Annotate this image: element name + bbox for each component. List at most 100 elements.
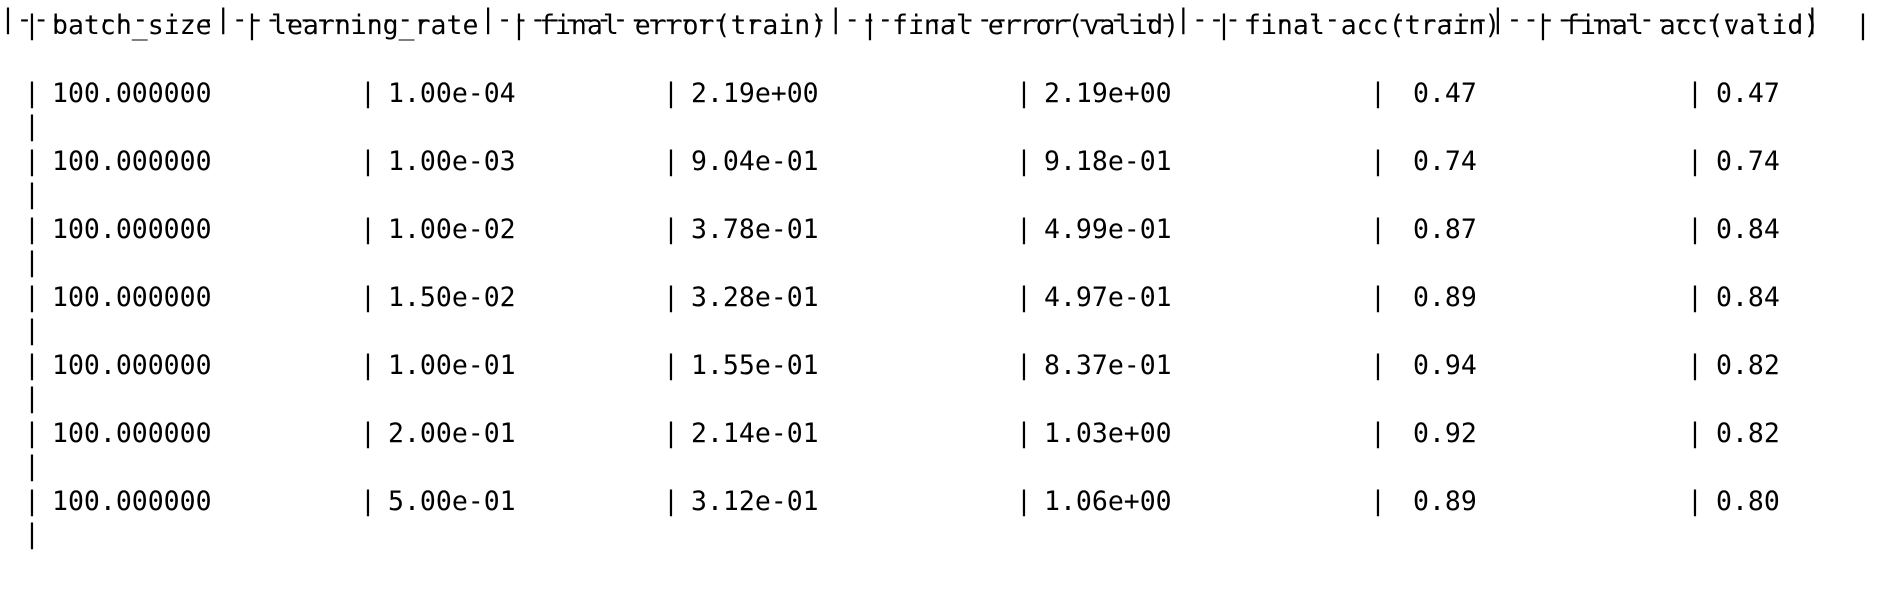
cell-learning-rate: 5.00e-01 bbox=[388, 486, 516, 517]
header-final-error-valid: final error(valid) bbox=[892, 10, 1180, 41]
row-pipe: | bbox=[24, 78, 40, 109]
row-pipe: | bbox=[24, 486, 40, 517]
header-pipe: | bbox=[1855, 10, 1871, 41]
row-pipe: | bbox=[1016, 214, 1032, 245]
row-pipe: | bbox=[24, 214, 40, 245]
row-pipe: | bbox=[663, 78, 679, 109]
cell-final-error-train: 3.28e-01 bbox=[691, 282, 819, 313]
terminal-output: | batch_size | learning_rate | final err… bbox=[0, 4, 1878, 550]
row-pipe: | bbox=[1370, 486, 1386, 517]
row-pipe: | bbox=[663, 350, 679, 381]
row-pipe: | bbox=[360, 350, 376, 381]
table-header: | batch_size | learning_rate | final err… bbox=[0, 6, 1878, 46]
row-continuation-pipe: | bbox=[24, 179, 40, 210]
cell-final-error-train: 2.14e-01 bbox=[691, 418, 819, 449]
cell-final-error-train: 9.04e-01 bbox=[691, 146, 819, 177]
cell-final-acc-valid: 0.47 bbox=[1716, 78, 1780, 109]
header-pipe: | bbox=[1216, 10, 1232, 41]
cell-final-acc-train: 0.47 bbox=[1413, 78, 1477, 109]
table-row: | 100.000000 | 1.50e-02 | 3.28e-01 | 4.9… bbox=[0, 278, 1878, 318]
row-pipe: | bbox=[663, 146, 679, 177]
table-row: | 100.000000 | 1.00e-03 | 9.04e-01 | 9.1… bbox=[0, 142, 1878, 182]
table-row: | 100.000000 | 5.00e-01 | 3.12e-01 | 1.0… bbox=[0, 482, 1878, 522]
cell-final-error-valid: 9.18e-01 bbox=[1044, 146, 1172, 177]
header-final-error-train: final error(train) bbox=[539, 10, 827, 41]
cell-final-error-valid: 8.37e-01 bbox=[1044, 350, 1172, 381]
cell-final-acc-train: 0.94 bbox=[1413, 350, 1477, 381]
row-pipe: | bbox=[1687, 418, 1703, 449]
cell-batch-size: 100.000000 bbox=[52, 418, 212, 449]
row-pipe: | bbox=[1687, 78, 1703, 109]
row-pipe: | bbox=[1016, 418, 1032, 449]
row-pipe: | bbox=[1687, 350, 1703, 381]
row-pipe: | bbox=[24, 282, 40, 313]
row-pipe: | bbox=[663, 418, 679, 449]
table-row: | 100.000000 | 1.00e-02 | 3.78e-01 | 4.9… bbox=[0, 210, 1878, 250]
cell-final-acc-valid: 0.82 bbox=[1716, 418, 1780, 449]
cell-final-acc-valid: 0.84 bbox=[1716, 282, 1780, 313]
row-pipe: | bbox=[663, 282, 679, 313]
cell-final-acc-train: 0.87 bbox=[1413, 214, 1477, 245]
cell-final-acc-train: 0.92 bbox=[1413, 418, 1477, 449]
row-pipe: | bbox=[24, 418, 40, 449]
table-separator: |------------|---------------|----------… bbox=[0, 4, 1821, 35]
row-pipe: | bbox=[24, 350, 40, 381]
cell-final-error-valid: 4.99e-01 bbox=[1044, 214, 1172, 245]
row-pipe: | bbox=[1370, 418, 1386, 449]
cell-learning-rate: 1.00e-02 bbox=[388, 214, 516, 245]
row-pipe: | bbox=[360, 486, 376, 517]
table-row: | 100.000000 | 1.00e-04 | 2.19e+00 | 2.1… bbox=[0, 74, 1878, 114]
row-pipe: | bbox=[1016, 146, 1032, 177]
row-pipe: | bbox=[1016, 350, 1032, 381]
header-final-acc-valid: final acc(valid) bbox=[1564, 10, 1820, 41]
row-pipe: | bbox=[1687, 214, 1703, 245]
cell-batch-size: 100.000000 bbox=[52, 486, 212, 517]
table-row: | 100.000000 | 1.00e-01 | 1.55e-01 | 8.3… bbox=[0, 346, 1878, 386]
cell-final-error-train: 3.12e-01 bbox=[691, 486, 819, 517]
cell-learning-rate: 1.00e-03 bbox=[388, 146, 516, 177]
cell-final-error-train: 3.78e-01 bbox=[691, 214, 819, 245]
row-pipe: | bbox=[360, 146, 376, 177]
cell-batch-size: 100.000000 bbox=[52, 350, 212, 381]
row-pipe: | bbox=[1370, 78, 1386, 109]
header-learning-rate: learning_rate bbox=[271, 10, 479, 41]
cell-batch-size: 100.000000 bbox=[52, 214, 212, 245]
cell-batch-size: 100.000000 bbox=[52, 282, 212, 313]
row-continuation-pipe: | bbox=[24, 111, 40, 142]
row-pipe: | bbox=[1370, 146, 1386, 177]
row-pipe: | bbox=[1687, 146, 1703, 177]
header-batch-size: batch_size bbox=[52, 10, 212, 41]
cell-final-error-valid: 4.97e-01 bbox=[1044, 282, 1172, 313]
header-pipe: | bbox=[244, 10, 260, 41]
cell-final-error-valid: 1.06e+00 bbox=[1044, 486, 1172, 517]
cell-final-error-train: 1.55e-01 bbox=[691, 350, 819, 381]
cell-final-acc-train: 0.74 bbox=[1413, 146, 1477, 177]
header-final-acc-train: final acc(train) bbox=[1245, 10, 1501, 41]
row-pipe: | bbox=[1687, 282, 1703, 313]
cell-learning-rate: 1.00e-01 bbox=[388, 350, 516, 381]
cell-learning-rate: 1.00e-04 bbox=[388, 78, 516, 109]
cell-final-acc-valid: 0.80 bbox=[1716, 486, 1780, 517]
cell-learning-rate: 2.00e-01 bbox=[388, 418, 516, 449]
header-pipe: | bbox=[1535, 10, 1551, 41]
cell-batch-size: 100.000000 bbox=[52, 78, 212, 109]
row-continuation-pipe: | bbox=[24, 451, 40, 482]
cell-final-error-valid: 1.03e+00 bbox=[1044, 418, 1172, 449]
row-pipe: | bbox=[360, 282, 376, 313]
cell-final-error-train: 2.19e+00 bbox=[691, 78, 819, 109]
cell-final-acc-valid: 0.82 bbox=[1716, 350, 1780, 381]
cell-final-acc-valid: 0.84 bbox=[1716, 214, 1780, 245]
row-continuation-pipe: | bbox=[24, 383, 40, 414]
row-pipe: | bbox=[1370, 350, 1386, 381]
row-pipe: | bbox=[663, 486, 679, 517]
cell-final-acc-train: 0.89 bbox=[1413, 282, 1477, 313]
table-row: | 100.000000 | 2.00e-01 | 2.14e-01 | 1.0… bbox=[0, 414, 1878, 454]
row-pipe: | bbox=[360, 214, 376, 245]
row-continuation-pipe: | bbox=[24, 315, 40, 346]
cell-final-error-valid: 2.19e+00 bbox=[1044, 78, 1172, 109]
cell-learning-rate: 1.50e-02 bbox=[388, 282, 516, 313]
row-continuation-pipe: | bbox=[24, 519, 40, 550]
row-pipe: | bbox=[360, 78, 376, 109]
row-continuation-pipe: | bbox=[24, 247, 40, 278]
header-pipe: | bbox=[24, 10, 40, 41]
